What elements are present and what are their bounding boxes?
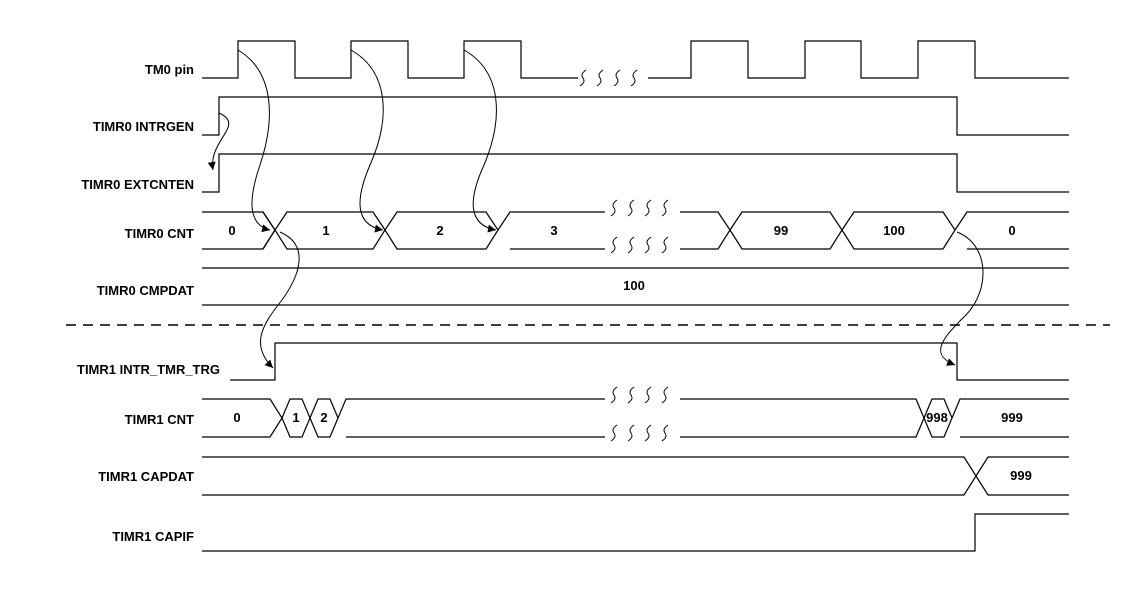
timr0-cmpdat-value: 100 — [623, 278, 645, 293]
signal-label-timr0-intrgen: TIMR0 INTRGEN — [93, 119, 194, 134]
timr0-cnt-value: 99 — [774, 223, 788, 238]
timr0-cnt-value: 100 — [883, 223, 905, 238]
signal-label-tm0-pin: TM0 pin — [145, 62, 194, 77]
arrow-tm0-edge-to-cnt-3 — [463, 49, 497, 233]
tm0-pin-waveform — [202, 40, 578, 79]
signal-label-timr1-intr-tmr-trg: TIMR1 INTR_TMR_TRG — [77, 362, 220, 377]
signal-label-timr0-cmpdat: TIMR0 CMPDAT — [97, 283, 194, 298]
signal-label-timr1-capdat: TIMR1 CAPDAT — [98, 469, 194, 484]
timr0-cnt-value: 0 — [228, 223, 235, 238]
timr1-cnt-bus: 0 1 2 998 999 — [202, 386, 1069, 442]
causality-arrows — [207, 49, 984, 369]
timr0-extcnten-waveform — [202, 153, 1069, 193]
timr1-cnt-value: 1 — [292, 410, 299, 425]
timr1-cnt-value: 998 — [926, 410, 948, 425]
arrow-tm0-edge-to-cnt-1 — [237, 49, 271, 233]
signal-label-timr0-cnt: TIMR0 CNT — [125, 226, 194, 241]
timr0-cnt-value: 1 — [322, 223, 329, 238]
signal-label-timr0-extcnten: TIMR0 EXTCNTEN — [81, 177, 194, 192]
signal-labels: TM0 pin TIMR0 INTRGEN TIMR0 EXTCNTEN TIM… — [77, 62, 220, 544]
signal-label-timr1-capif: TIMR1 CAPIF — [112, 529, 194, 544]
timr0-cmpdat-bus: 100 — [202, 267, 1069, 306]
arrow-cnt-wrap-to-trigger-fall — [940, 231, 984, 366]
arrow-intrgen-to-extcnten — [207, 112, 230, 171]
timr0-cnt-value: 3 — [550, 223, 557, 238]
arrow-cnt-to-timr1-trigger — [259, 231, 300, 369]
timr0-intrgen-waveform — [202, 96, 1069, 136]
signal-label-timr1-cnt: TIMR1 CNT — [125, 412, 194, 427]
tm0-pin-break-mark — [579, 69, 638, 87]
timr1-cnt-value: 999 — [1001, 410, 1023, 425]
tm0-pin-waveform-tail — [648, 40, 1069, 79]
timr1-cnt-value: 2 — [320, 410, 327, 425]
timr1-capdat-value: 999 — [1010, 468, 1032, 483]
timr0-cnt-value: 2 — [436, 223, 443, 238]
timr0-cnt-bus: 0 1 2 3 99 100 0 — [202, 199, 1069, 254]
timr1-capif-waveform — [202, 513, 1069, 552]
arrow-tm0-edge-to-cnt-2 — [350, 49, 384, 233]
timr0-cnt-value: 0 — [1008, 223, 1015, 238]
timr1-cnt-value: 0 — [233, 410, 240, 425]
timr1-capdat-bus: 999 — [202, 456, 1069, 496]
timr1-intr-tmr-trg-waveform — [230, 342, 1069, 381]
